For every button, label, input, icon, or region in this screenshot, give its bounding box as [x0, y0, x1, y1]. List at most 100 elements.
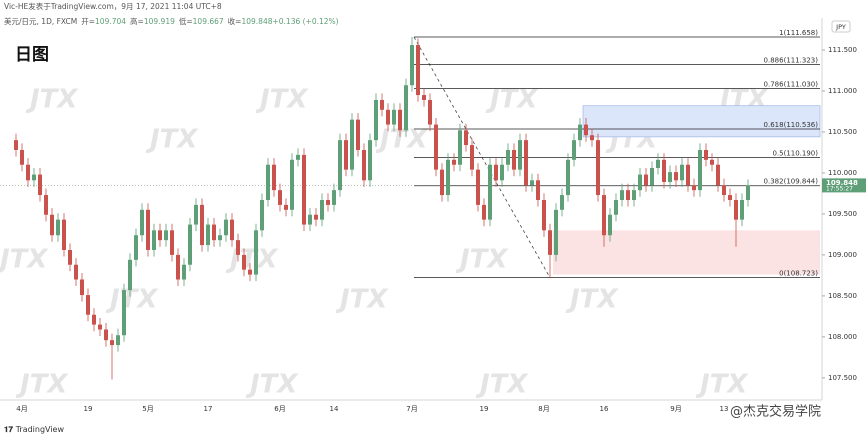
candle-body — [326, 199, 330, 205]
candle-body — [530, 180, 534, 186]
fib-label: 1(111.658) — [779, 29, 818, 37]
candle-body — [308, 214, 312, 225]
y-tick-label: 111.000 — [828, 87, 857, 95]
candle-body — [182, 264, 186, 280]
candle-body — [230, 219, 234, 241]
candle-body — [602, 195, 606, 236]
candle-body — [614, 199, 618, 215]
credit: @杰克交易学院 — [730, 404, 821, 420]
candle-body — [638, 174, 642, 191]
candle-body — [482, 204, 486, 220]
byline: Vic-HE发表于TradingView.com，9月 17, 2021 11:… — [4, 1, 222, 11]
candle-body — [362, 149, 366, 181]
y-tick-label: 109.500 — [828, 210, 857, 218]
candle-body — [542, 199, 546, 231]
stat-label: 低= — [179, 16, 193, 26]
candle-body — [14, 140, 18, 150]
candle-body — [272, 164, 276, 191]
stat-label: 开= — [81, 17, 95, 26]
candle-body — [218, 235, 222, 241]
candle-body — [170, 230, 174, 255]
candle-body — [740, 199, 744, 220]
candle-body — [212, 224, 216, 241]
candle-body — [392, 109, 396, 125]
candle-body — [416, 45, 420, 96]
stat-value: 109.919 — [144, 17, 175, 26]
candle-body — [710, 159, 714, 165]
candle-body — [80, 279, 84, 296]
candle-body — [242, 254, 246, 270]
stat-value: 109.704 — [95, 17, 126, 26]
candle-body — [536, 180, 540, 200]
watermark: JTX — [105, 285, 159, 315]
candle-body — [734, 199, 738, 220]
logo: 𝟏𝟕 TradingView — [4, 425, 64, 434]
y-tick-label: 111.500 — [828, 46, 857, 54]
symbol-line: 美元/日元, 1D, FXCM 开=109.704 高=109.919 低=109.6… — [4, 16, 339, 26]
candle-body — [722, 185, 726, 196]
candle-body — [32, 174, 36, 181]
stat-value: 109.848 — [241, 17, 272, 26]
watermark: JTX — [375, 125, 429, 155]
candle-body — [20, 149, 24, 165]
candle-body — [314, 214, 318, 220]
candle-body — [386, 109, 390, 125]
candle-body — [206, 224, 210, 246]
x-tick-label: 16 — [600, 405, 609, 413]
candle-body — [428, 99, 432, 125]
candle-body — [566, 159, 570, 196]
candle-body — [380, 99, 384, 110]
candle-body — [278, 190, 282, 205]
candle-body — [284, 204, 288, 210]
candle-body — [92, 314, 96, 325]
candle-body — [590, 135, 594, 141]
stat-value: 109.667 — [193, 17, 224, 26]
fib-label: 0.618(110.536) — [764, 121, 819, 129]
candle-body — [620, 190, 624, 200]
fib-label: 0.382(109.844) — [764, 178, 819, 186]
x-tick-label: 9月 — [670, 405, 681, 413]
candle-body — [320, 199, 324, 220]
candle-body — [452, 159, 456, 165]
candle-body — [716, 164, 720, 186]
watermark: JTX — [255, 85, 309, 115]
candle-body — [422, 95, 426, 100]
candle-body — [98, 324, 102, 330]
x-tick-label: 19 — [84, 405, 93, 413]
candle-body — [506, 149, 510, 165]
stat-value: +0.136 (+0.12%) — [272, 17, 338, 26]
candle-body — [248, 269, 252, 275]
candle-body — [290, 159, 294, 210]
watermark: JTX — [335, 285, 389, 315]
currency-box — [831, 20, 851, 33]
candle-body — [224, 219, 228, 236]
y-tick-label: 109.000 — [828, 251, 857, 259]
watermark: JTX — [455, 245, 509, 275]
x-tick-label: 5月 — [142, 405, 153, 413]
candle-body — [266, 164, 270, 200]
logo-text: TradingView — [15, 425, 65, 434]
symbol: 美元/日元, 1D, FXCM — [4, 16, 77, 26]
candle-body — [38, 174, 42, 196]
candle-body — [158, 230, 162, 241]
candle-body — [74, 264, 78, 280]
candle-body — [746, 185, 750, 200]
x-tick-label: 14 — [330, 405, 339, 413]
candle-body — [56, 219, 60, 236]
candle-body — [668, 172, 672, 182]
candle-body — [140, 209, 144, 236]
candle-body — [62, 219, 66, 250]
candle-body — [632, 190, 636, 200]
candle-body — [404, 85, 408, 131]
candle-body — [86, 295, 90, 315]
currency: JPY — [835, 23, 846, 31]
candle-body — [572, 140, 576, 160]
candle-body — [188, 224, 192, 265]
candle-body — [44, 195, 48, 215]
x-tick-label: 6月 — [274, 405, 285, 413]
fib-label: 0.5(110.190) — [772, 149, 818, 157]
chart-title: 日图 — [15, 45, 49, 65]
watermark: JTX — [25, 85, 79, 115]
